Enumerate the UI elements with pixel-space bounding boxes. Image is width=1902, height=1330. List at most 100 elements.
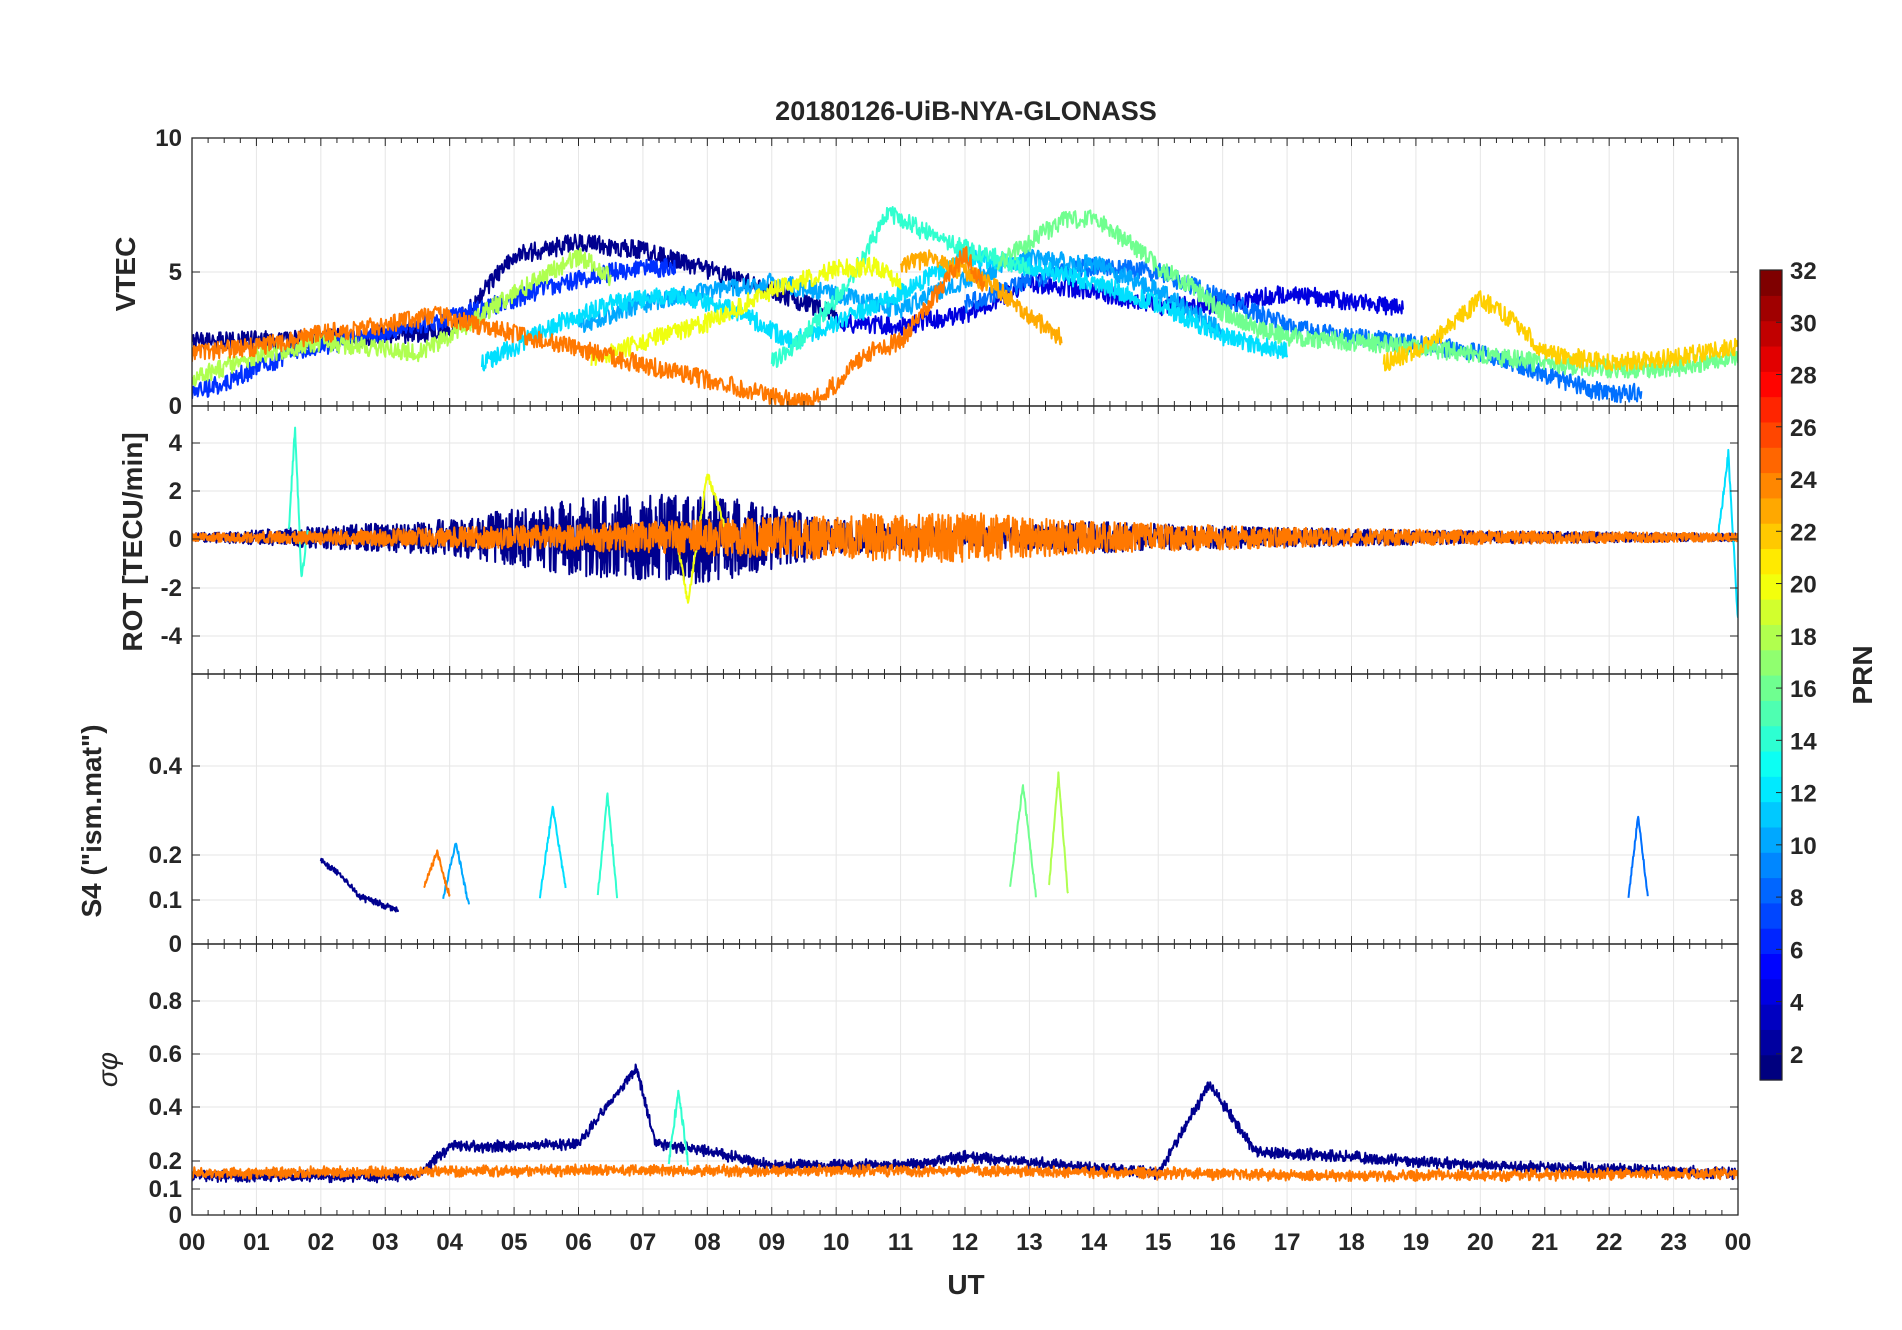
x-tick-label: 22 (1596, 1229, 1623, 1256)
y-axis-label-sigma_phi: σφ (92, 1052, 123, 1087)
colorbar-band (1760, 801, 1782, 828)
y-tick-label-s4: 0.1 (149, 887, 182, 914)
colorbar-label: PRN (1847, 645, 1878, 704)
series-group-s4 (319, 771, 1649, 913)
x-tick-label: 00 (1725, 1229, 1752, 1256)
colorbar-tick-label: 2 (1790, 1042, 1803, 1069)
colorbar-band (1760, 345, 1782, 372)
series-s4-prn-7 (1627, 815, 1649, 898)
y-tick-label-rot: 0 (169, 526, 182, 553)
series-s4-prn-11 (538, 805, 567, 899)
colorbar-tick-label: 32 (1790, 258, 1817, 285)
y-tick-label-rot: -4 (161, 623, 183, 650)
colorbar-frame (1759, 269, 1783, 1081)
x-tick-label: 17 (1274, 1229, 1301, 1256)
y-tick-label-sigma_phi: 0 (169, 1202, 182, 1229)
series-sigma_phi-prn-2 (192, 1063, 1738, 1184)
colorbar-band (1760, 928, 1782, 955)
x-tick-label: 01 (243, 1229, 270, 1256)
x-tick-label: 20 (1467, 1229, 1494, 1256)
colorbar-tick-label: 26 (1790, 415, 1817, 442)
colorbar-band (1760, 295, 1782, 322)
colorbar-tick-label: 12 (1790, 781, 1817, 808)
colorbar-band (1760, 978, 1782, 1005)
colorbar-band (1760, 624, 1782, 651)
colorbar-band (1760, 826, 1782, 853)
series-sigma_phi-prn-24 (192, 1163, 1738, 1183)
x-ticks-rot (191, 406, 1739, 674)
x-tick-label: 05 (501, 1229, 528, 1256)
colorbar-tick-label: 20 (1790, 572, 1817, 599)
series-s4-prn-9 (442, 842, 470, 905)
series-rot-prn-11 (1717, 448, 1738, 618)
x-tick-label: 12 (952, 1229, 979, 1256)
colorbar-band (1760, 573, 1782, 600)
colorbar-band (1760, 649, 1782, 676)
y-tick-label-sigma_phi: 0.2 (149, 1148, 182, 1175)
colorbar-band (1760, 852, 1782, 879)
colorbar-band (1760, 320, 1782, 347)
series-vtec-prn-15 (996, 209, 1738, 379)
series-vtec-prn-21 (1382, 290, 1738, 372)
x-tick-label: 03 (372, 1229, 399, 1256)
x-ticks-sigma_phi (191, 944, 1739, 1215)
colorbar-tick-label: 22 (1790, 519, 1817, 546)
colorbar-band (1760, 776, 1782, 803)
y-tick-label-sigma_phi: 0.1 (149, 1176, 182, 1203)
colorbar-band (1760, 1029, 1782, 1056)
colorbar-band (1760, 725, 1782, 752)
series-s4-prn-17 (1047, 771, 1069, 894)
y-tick-label-vtec: 5 (169, 259, 182, 286)
x-tick-label: 00 (179, 1229, 206, 1256)
x-axis-label: UT (947, 1269, 984, 1300)
panel-sigma_phi: 00.10.2 0.4 0.6 0.8 σφ (92, 943, 1739, 1229)
x-tick-label: 16 (1209, 1229, 1236, 1256)
x-tick-label: 14 (1080, 1229, 1107, 1256)
colorbar-band (1760, 1054, 1782, 1081)
colorbar-tick-label: 8 (1790, 885, 1803, 912)
colorbar-tick-label: 4 (1790, 990, 1804, 1017)
colorbar-band (1760, 371, 1782, 398)
series-vtec-prn-19 (590, 256, 902, 366)
colorbar-band (1760, 902, 1782, 929)
panel-vtec: 0 5 10 VTEC (110, 125, 1739, 420)
y-axis-label-s4: S4 ("ism.mat") (76, 724, 107, 917)
x-tick-label: 06 (565, 1229, 592, 1256)
x-tick-label: 11 (888, 1229, 913, 1256)
x-tick-label: 02 (307, 1229, 334, 1256)
colorbar-tick-label: 16 (1790, 676, 1817, 703)
x-ticks-s4 (191, 674, 1739, 944)
colorbar-tick-label: 10 (1790, 833, 1817, 860)
x-tick-label: 13 (1016, 1229, 1043, 1256)
colorbar-tick-label: 18 (1790, 624, 1817, 651)
series-group-vtec (192, 206, 1738, 406)
colorbar-tick-label: 14 (1790, 728, 1817, 755)
colorbar-band (1760, 472, 1782, 499)
series-s4-prn-15 (1009, 784, 1037, 898)
series-rot-prn-13 (287, 426, 309, 578)
y-tick-label-rot: -2 (161, 575, 182, 602)
colorbar-tick-label: 24 (1790, 467, 1817, 494)
panel-rot: -4 -2 0 2 4 ROT [TECU/min] (117, 405, 1739, 675)
series-vtec-prn-17 (192, 247, 612, 387)
colorbar-band (1760, 599, 1782, 625)
x-tick-label: 07 (630, 1229, 657, 1256)
colorbar-band (1760, 953, 1782, 980)
y-tick-label-rot: 4 (169, 430, 183, 457)
series-s4-prn-13 (596, 792, 619, 899)
series-vtec-prn-13 (770, 206, 1031, 368)
y-tick-label-s4: 0.2 (149, 842, 182, 869)
colorbar-band (1760, 675, 1782, 701)
series-vtec-prn-11 (480, 246, 1289, 372)
colorbar-band (1760, 548, 1782, 575)
colorbar-band (1760, 877, 1782, 904)
series-group-rot (192, 426, 1738, 618)
colorbar-band (1760, 523, 1782, 550)
colorbar-band (1760, 396, 1782, 423)
colorbar-band (1760, 1004, 1782, 1030)
chart-title: 20180126-UiB-NYA-GLONASS (775, 96, 1157, 126)
x-tick-label: 19 (1403, 1229, 1430, 1256)
colorbar-band (1760, 421, 1782, 448)
